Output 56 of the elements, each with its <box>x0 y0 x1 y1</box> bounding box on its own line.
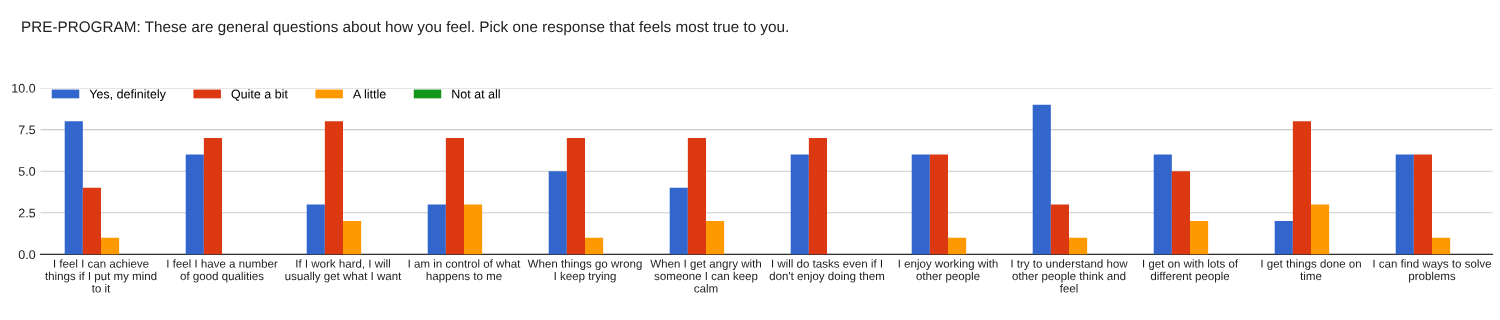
x-tick-label: If I work hard, I will usually get what I want <box>285 259 402 283</box>
bar <box>548 171 567 255</box>
bar <box>929 154 948 255</box>
bar <box>445 137 464 255</box>
bar <box>706 221 725 255</box>
bar <box>566 137 585 255</box>
chart-title: PRE-PROGRAM: These are general questions about how you feel. Pick one response that feels most true to you. <box>22 20 788 36</box>
x-tick-label: I try to understand how other people think and feel <box>1011 259 1128 293</box>
legend-label: Quite a bit <box>231 89 288 101</box>
y-tick-label: 2.5 <box>18 208 36 218</box>
x-tick-label: I get on with lots of different people <box>1143 259 1239 283</box>
x-tick-label: I enjoy working with other people <box>898 259 998 283</box>
bar <box>464 204 483 255</box>
x-tick-label: When things go wrong I keep trying <box>527 259 642 283</box>
bar <box>669 187 688 255</box>
x-tick-label: I feel I can achieve things if I put my mind to it <box>45 259 157 293</box>
bar <box>1069 237 1088 255</box>
bar <box>911 154 930 255</box>
x-tick-label: I am in control of what happens to me <box>408 259 521 283</box>
y-tick-label: 0.0 <box>18 250 36 260</box>
bar <box>585 237 604 255</box>
x-tick-label: When I get angry with someone I can keep calm <box>650 259 761 293</box>
bar <box>1292 121 1311 255</box>
bar <box>101 237 120 255</box>
bar <box>1395 154 1414 255</box>
x-tick-label: I get things done on time <box>1261 259 1361 281</box>
bar <box>324 121 343 255</box>
bar <box>1413 154 1432 255</box>
legend-label: Yes, definitely <box>89 89 166 101</box>
y-tick-label: 5.0 <box>18 167 36 176</box>
bar <box>1432 237 1451 255</box>
x-tick-label: I will do tasks even if I don't enjoy doing them <box>769 259 885 283</box>
bar <box>790 154 809 255</box>
x-tick-label: I can find ways to solve problems <box>1373 259 1492 283</box>
y-tick-label: 7.5 <box>18 125 36 135</box>
bar <box>1171 171 1190 255</box>
legend-label: Not at all <box>452 89 500 99</box>
bar <box>427 204 446 255</box>
y-tick-label: 10.0 <box>12 83 36 93</box>
bar <box>1153 154 1172 255</box>
bar <box>343 221 362 255</box>
bar <box>203 137 222 255</box>
bar <box>306 204 325 255</box>
bar <box>1190 221 1209 255</box>
bar <box>1050 204 1069 255</box>
bar <box>82 187 101 255</box>
bar <box>1311 204 1330 255</box>
bar <box>64 121 83 255</box>
bar <box>948 237 967 255</box>
bar <box>1032 104 1051 255</box>
bar <box>185 154 204 255</box>
bar <box>687 137 706 255</box>
bar <box>1274 221 1293 255</box>
bar <box>808 137 827 255</box>
legend-label: A little <box>352 89 386 99</box>
x-tick-label: I feel I have a number of good qualities <box>167 259 278 283</box>
